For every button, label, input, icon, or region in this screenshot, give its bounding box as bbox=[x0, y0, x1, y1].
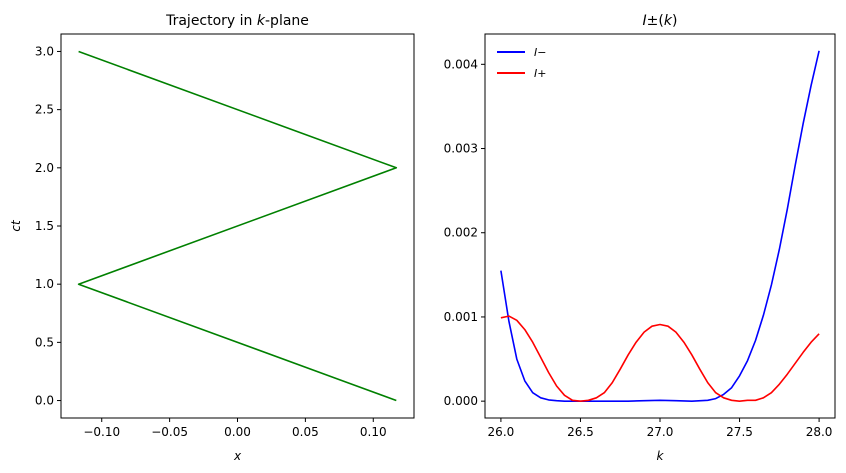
intensity-series-line-i-plus bbox=[500, 315, 820, 403]
intensity-xtick-label: 26.0 bbox=[488, 425, 515, 439]
intensity-legend: I− I+ bbox=[497, 46, 546, 80]
intensity-ytick-label: 0.000 bbox=[444, 394, 478, 408]
intensity-axes-frame bbox=[484, 33, 836, 419]
intensity-ytick-label: 0.003 bbox=[444, 142, 478, 156]
intensity-ytick-label: 0.002 bbox=[444, 226, 478, 240]
intensity-ytick-label: 0.001 bbox=[444, 310, 478, 324]
legend-label-i-plus: I+ bbox=[534, 67, 546, 80]
trajectory-ytick-label: 0.0 bbox=[35, 394, 54, 408]
trajectory-title: Trajectory in k-plane bbox=[165, 13, 309, 29]
trajectory-xtick-label: 0.00 bbox=[224, 425, 251, 439]
intensity-xtick-label: 28.0 bbox=[806, 425, 833, 439]
intensity-xtick-label: 27.5 bbox=[726, 425, 753, 439]
trajectory-xtick-label: −0.05 bbox=[151, 425, 188, 439]
intensity-xlabel: k bbox=[657, 449, 665, 463]
trajectory-panel: Trajectory in k-plane −0.10 −0.05 0.00 0.05… bbox=[9, 13, 415, 463]
intensity-xtick-label: 27.0 bbox=[647, 425, 674, 439]
legend-label-i-minus: I− bbox=[534, 46, 546, 59]
trajectory-axes-frame bbox=[60, 33, 415, 419]
intensity-title: I±(k) bbox=[643, 13, 678, 29]
trajectory-ytick-label: 2.0 bbox=[35, 161, 54, 175]
trajectory-xtick-label: 0.10 bbox=[360, 425, 387, 439]
intensity-ytick-label: 0.004 bbox=[444, 57, 478, 71]
trajectory-xtick-label: −0.10 bbox=[83, 425, 120, 439]
trajectory-xtick-label: 0.05 bbox=[292, 425, 319, 439]
trajectory-ytick-label: 0.5 bbox=[35, 335, 54, 349]
intensity-xtick-label: 26.5 bbox=[567, 425, 594, 439]
trajectory-ytick-label: 1.0 bbox=[35, 277, 54, 291]
trajectory-ytick-label: 1.5 bbox=[35, 219, 54, 233]
trajectory-xlabel: x bbox=[233, 449, 242, 463]
trajectory-ytick-label: 2.5 bbox=[35, 103, 54, 117]
trajectory-ylabel: ct bbox=[9, 219, 23, 232]
trajectory-ytick-label: 3.0 bbox=[35, 44, 54, 58]
trajectory-series-line-trajectory bbox=[77, 50, 398, 402]
intensity-panel: I±(k) 26.0 26.5 27.0 27.5 28.0 0.000 0.001 0.00… bbox=[444, 13, 836, 463]
intensity-series-line-i-minus bbox=[500, 50, 820, 403]
